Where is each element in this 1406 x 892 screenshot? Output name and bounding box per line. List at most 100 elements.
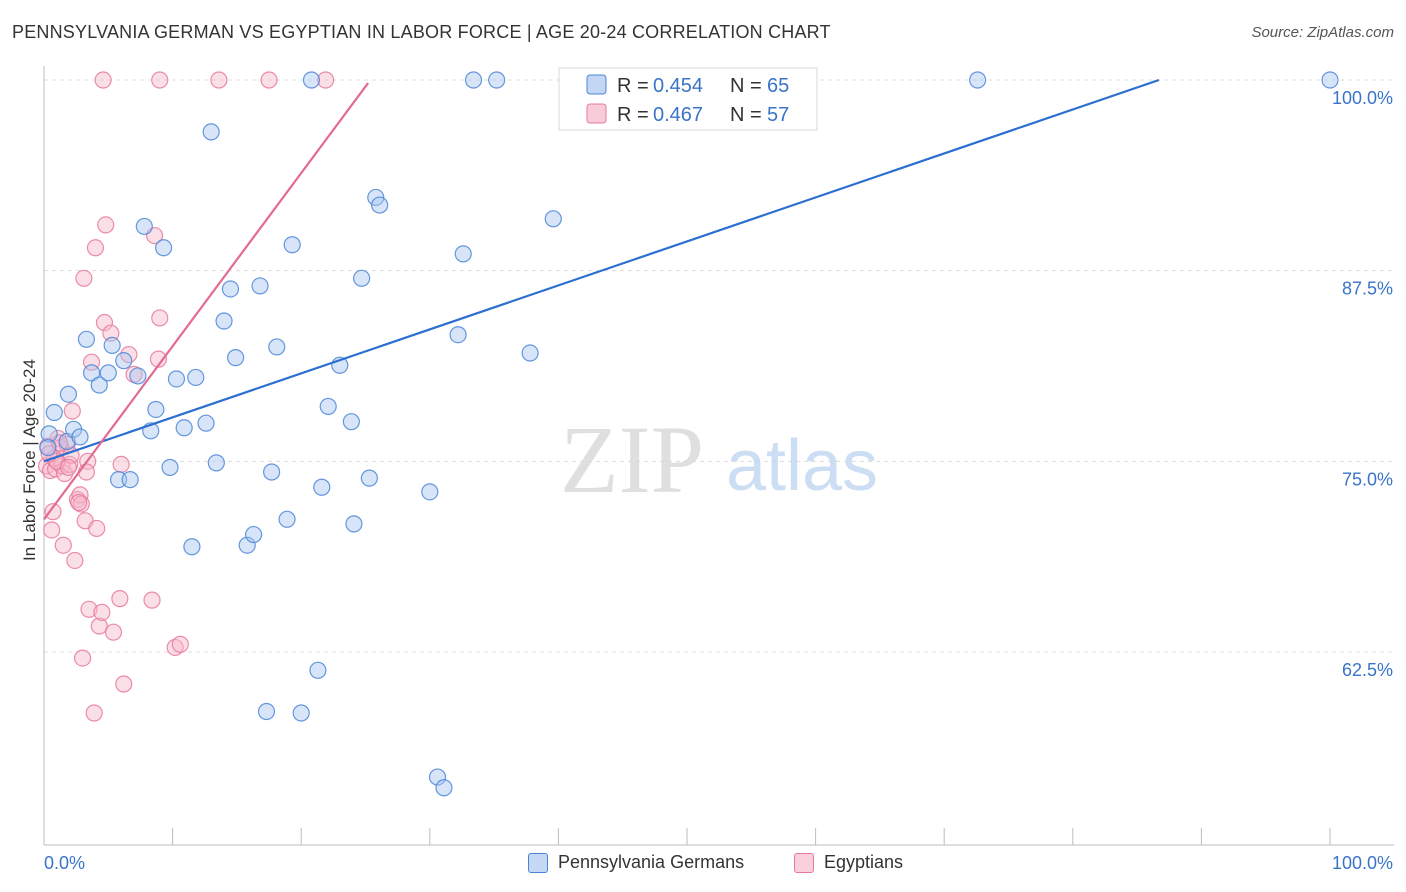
egyptians-point-18: [73, 649, 92, 667]
pennsylvania-germans-point-20: [167, 370, 186, 388]
x-tick-label-0: 0.0%: [44, 853, 85, 873]
legend-item-pennsylvania-germans: Pennsylvania Germans: [528, 852, 744, 873]
egyptians-point-27: [90, 617, 108, 635]
pennsylvania-germans-point-19: [161, 458, 179, 477]
pennsylvania-germans-point-50: [421, 483, 439, 501]
y-tick-label-0: 100.0%: [1332, 88, 1393, 108]
pennsylvania-germans-point-51: [428, 768, 447, 786]
pennsylvania-germans-point-37: [283, 236, 301, 254]
legend-label-pennsylvania-germans: Pennsylvania Germans: [558, 852, 745, 872]
egyptians-point-52: [210, 71, 228, 89]
egyptians-point-47: [77, 463, 96, 481]
legend-swatch-pennsylvania-germans: [528, 852, 548, 873]
pennsylvania-germans-point-10: [103, 336, 121, 355]
pennsylvania-germans-point-30: [238, 536, 256, 554]
pennsylvania-germans-point-44: [342, 413, 360, 431]
pennsylvania-germans-point-53: [449, 326, 467, 344]
pennsylvania-germans-point-34: [263, 463, 281, 481]
legend-n-label-1: N =: [730, 75, 762, 97]
egyptians-point-4: [44, 503, 62, 521]
egyptians-point-29: [95, 313, 114, 332]
egyptians-point-41: [151, 309, 169, 327]
y-tick-label-2: 75.0%: [1342, 469, 1393, 489]
legend-swatch-blue: [586, 74, 607, 95]
pennsylvania-germans-point-39: [302, 71, 321, 89]
egyptians-point-54: [317, 71, 335, 89]
pennsylvania-germans-point-32: [251, 277, 269, 295]
pennsylvania-germans-point-41: [313, 478, 331, 496]
legend-label-egyptians: Egyptians: [824, 852, 904, 872]
pennsylvania-germans-point-5: [59, 385, 78, 403]
egyptians-point-38: [143, 591, 161, 609]
pennsylvania-germans-point-36: [278, 510, 296, 528]
pennsylvania-germans-point-1: [45, 403, 63, 422]
y-tick-label-1: 87.5%: [1342, 279, 1393, 299]
pennsylvania-germans-point-23: [187, 368, 205, 387]
legend-swatch-egyptians: [794, 852, 814, 873]
legend-n-label-2: N =: [730, 104, 762, 126]
egyptians-point-9: [54, 536, 72, 554]
egyptians-point-40: [149, 350, 168, 368]
pennsylvania-germans-point-22: [183, 538, 201, 556]
pennsylvania-germans-points: [39, 71, 1339, 797]
x-tick-labels: 0.0% 100.0%: [44, 853, 1393, 873]
pennsylvania-germans-point-54: [454, 245, 472, 263]
egyptians-point-31: [102, 324, 120, 342]
pennsylvania-germans-trend-line: [43, 78, 1160, 463]
pennsylvania-germans-point-6: [77, 330, 96, 348]
pennsylvania-germans-point-24: [197, 414, 215, 432]
pennsylvania-germans-point-64: [39, 439, 57, 457]
legend-r-label-1: R =: [617, 75, 649, 97]
pennsylvania-germans-point-0: [40, 425, 58, 443]
egyptians-point-30: [97, 216, 115, 234]
trend-lines: [43, 78, 1160, 520]
pennsylvania-germans-point-56: [488, 71, 506, 89]
pennsylvania-germans-point-18: [154, 239, 173, 257]
x-tick-label-1: 100.0%: [1332, 853, 1393, 873]
egyptians-point-42: [166, 638, 184, 657]
pennsylvania-germans-point-8: [90, 376, 108, 394]
legend-swatch-pink: [586, 103, 607, 124]
legend-bottom: Pennsylvania Germans Egyptians: [0, 852, 1406, 878]
watermark-atlas: atlas: [726, 426, 878, 506]
chart-source: Source: ZipAtlas.com: [1251, 24, 1394, 41]
egyptians-point-3: [43, 521, 61, 539]
pennsylvania-germans-point-7: [82, 364, 101, 382]
egyptians-point-26: [88, 519, 106, 538]
axes: [43, 66, 1394, 846]
pennsylvania-germans-point-28: [221, 280, 240, 298]
y-tick-label-3: 62.5%: [1342, 660, 1393, 680]
pennsylvania-germans-point-47: [360, 469, 378, 487]
egyptians-point-33: [111, 590, 129, 608]
pennsylvania-germans-point-62: [969, 71, 987, 89]
pennsylvania-germans-point-27: [215, 312, 233, 330]
egyptians-points: [37, 71, 335, 722]
egyptians-point-14: [66, 551, 84, 570]
egyptians-point-50: [94, 71, 112, 89]
egyptians-point-24: [85, 704, 103, 722]
egyptians-point-46: [70, 493, 88, 512]
egyptians-point-53: [260, 71, 278, 89]
legend-top: R = 0.454 N = 65 R = 0.467 N = 57: [558, 67, 818, 131]
pennsylvania-germans-point-26: [207, 454, 225, 472]
egyptians-trend-line: [43, 82, 369, 520]
pennsylvania-germans-point-40: [309, 661, 327, 679]
pennsylvania-germans-point-42: [319, 397, 337, 416]
pennsylvania-germans-point-58: [544, 210, 562, 228]
pennsylvania-germans-point-63: [1321, 71, 1339, 89]
egyptians-point-51: [151, 71, 169, 89]
pennsylvania-germans-point-31: [245, 525, 263, 544]
pennsylvania-germans-point-15: [135, 217, 153, 236]
pennsylvania-germans-point-13: [121, 471, 139, 489]
pennsylvania-germans-point-45: [345, 515, 363, 533]
egyptians-point-25: [86, 239, 105, 257]
pennsylvania-germans-point-17: [147, 400, 165, 419]
legend-r-label-2: R =: [617, 104, 649, 126]
pennsylvania-germans-point-4: [71, 428, 89, 446]
pennsylvania-germans-point-14: [129, 367, 147, 385]
y-tick-labels: 100.0% 87.5% 75.0% 62.5%: [1332, 88, 1393, 680]
pennsylvania-germans-point-57: [521, 344, 539, 362]
pennsylvania-germans-point-25: [202, 123, 220, 141]
egyptians-point-35: [115, 675, 133, 693]
pennsylvania-germans-point-33: [257, 702, 276, 721]
